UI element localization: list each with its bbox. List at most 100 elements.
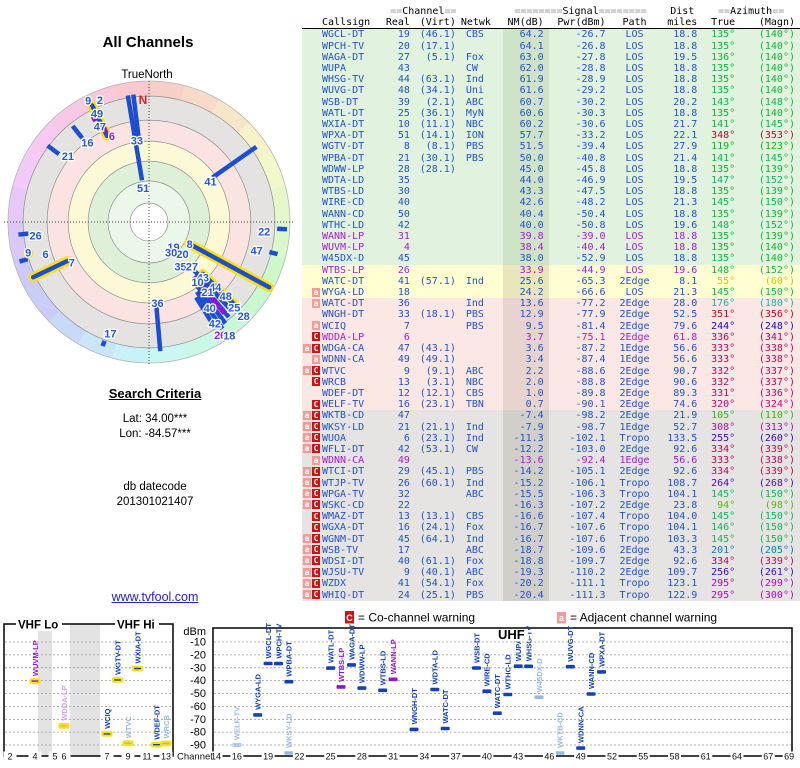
signal-bar-label: WCIQ bbox=[103, 708, 112, 729]
callsign: WTVC bbox=[322, 365, 347, 377]
callsign: WELF-TV bbox=[322, 399, 365, 411]
co-channel-warning-flag: C bbox=[312, 343, 320, 353]
adjacent-warning-flag: a bbox=[303, 556, 311, 566]
signal-bar-label: WYGA-LD bbox=[254, 673, 263, 709]
table-row: C WDDA-LP 6 3.7 -75.1 2Edge 61.8 336° (341°) bbox=[302, 331, 800, 344]
adjacent-warning-flag: a bbox=[303, 489, 311, 499]
adjacent-warning-flag: a bbox=[312, 287, 320, 297]
signal-bar bbox=[586, 692, 596, 696]
radar-channel-label: 47 bbox=[94, 121, 106, 133]
signal-bar bbox=[263, 661, 273, 666]
signal-bar bbox=[388, 677, 398, 682]
signal-bar-label: WATL-DT bbox=[326, 629, 335, 663]
callsign: WATC-DT bbox=[322, 298, 365, 310]
co-channel-warning-flag: C bbox=[312, 332, 320, 342]
signal-bar bbox=[565, 664, 575, 669]
signal-bar bbox=[378, 688, 388, 693]
signal-bar-label: WTHC-LD bbox=[504, 654, 513, 690]
callsign: WPXA-DT bbox=[322, 130, 365, 142]
table-row: C WMAZ-DT 13 (13.1) CBS -16.6 -107.4 Tropo 104.0… bbox=[302, 511, 800, 523]
vhf-lo-title: VHF Lo bbox=[18, 620, 58, 632]
radar-channel-label: 17 bbox=[104, 329, 116, 341]
station-dot bbox=[22, 247, 34, 259]
table-row: WUVG-DT 48 (34.1) Uni 61.6 -29.2 LOS 18.8 135° (1… bbox=[302, 85, 800, 97]
co-channel-warning-flag: C bbox=[312, 422, 320, 432]
signal-bar bbox=[409, 727, 419, 732]
warning-flags: a bbox=[302, 287, 322, 298]
warning-flags bbox=[302, 29, 322, 41]
signal-strength-chart: WUVM-LP WDDA-LP WCIQ WGTV-DT WTVC WXIA-DT WDEF… bbox=[3, 611, 796, 763]
callsign: WUVG-DT bbox=[322, 85, 365, 97]
signal-bar bbox=[357, 686, 367, 690]
signal-bar-label: WDWW-LP bbox=[358, 645, 367, 684]
table-row: a WCIQ 7 PBS 9.5 -81.4 2Edge 79.6 244° (248°) bbox=[302, 320, 800, 332]
warning-flags bbox=[302, 276, 322, 287]
table-row: WSB-DT 39 (2.1) ABC 60.7 -30.2 LOS 20.2 143° (148… bbox=[302, 96, 800, 108]
true-north-label: TrueNorth bbox=[121, 69, 172, 81]
callsign: WTBS-LP bbox=[322, 264, 365, 276]
adjacent-warning-flag: a bbox=[303, 578, 311, 588]
signal-bar bbox=[160, 740, 172, 747]
radar-channel-label: 26 bbox=[214, 330, 226, 342]
adjacent-warning-flag: a bbox=[303, 466, 311, 476]
table-row: C WGXA-DT 16 (24.1) Fox -16.7 -107.6 Tropo 104.1… bbox=[302, 522, 800, 534]
co-channel-warning-flag: C bbox=[312, 556, 320, 566]
warning-flags bbox=[302, 97, 322, 108]
co-channel-warning-flag: C bbox=[312, 410, 320, 420]
co-channel-warning-flag: C bbox=[312, 478, 320, 488]
callsign: WDDA-LP bbox=[322, 331, 365, 343]
svg-text:22: 22 bbox=[294, 752, 304, 762]
svg-text:69: 69 bbox=[784, 752, 794, 762]
radar-channel-label: 18 bbox=[223, 331, 235, 343]
warning-flags: C bbox=[302, 511, 322, 522]
adjacent-warning-flag: a bbox=[303, 478, 311, 488]
svg-text:19: 19 bbox=[263, 752, 273, 762]
warning-flags: a bbox=[302, 354, 322, 365]
signal-bar-label: WHSG-TV bbox=[524, 626, 533, 661]
adjacent-warning-flag: a bbox=[303, 410, 311, 420]
signal-bar-label: WTBS-LD bbox=[379, 650, 388, 685]
svg-text:64: 64 bbox=[732, 752, 742, 762]
adjacent-warning-flag: a bbox=[303, 433, 311, 443]
signal-bar-label: WKTB-CD bbox=[556, 712, 565, 748]
search-criteria: Search Criteria Lat: 34.00*** Lon: -84.5… bbox=[55, 386, 255, 510]
co-channel-warning-flag: C bbox=[312, 545, 320, 555]
table-row: WATL-DT 25 (36.1) MyN 60.6 -30.3 LOS 18.8 135° (1… bbox=[302, 107, 800, 120]
channel-axis-label: Channel bbox=[177, 752, 212, 763]
radar-channel-label: 43 bbox=[197, 272, 209, 284]
table-row: WHSG-TV 44 (63.1) Ind 61.9 -28.9 LOS 18.8 135° (1… bbox=[302, 74, 800, 86]
svg-text:52: 52 bbox=[607, 752, 617, 762]
svg-text:67: 67 bbox=[763, 752, 773, 762]
warning-flags: a bbox=[302, 455, 322, 466]
warning-flags: C bbox=[302, 332, 322, 343]
co-channel-legend-icon: C bbox=[346, 613, 353, 623]
table-row: a C WSKC-CD 22 -16.3 -107.2 2Edge 23.8 94° (98°) bbox=[302, 499, 800, 512]
svg-text:31: 31 bbox=[388, 752, 398, 762]
adjacent-warning-flag: a bbox=[303, 534, 311, 544]
callsign: WPCH-TV bbox=[322, 40, 365, 52]
signal-bar-label: WPXA-DT bbox=[597, 631, 606, 666]
signal-bar-label: WDEF-DT bbox=[152, 705, 161, 740]
radar-channel-label: 42 bbox=[209, 318, 221, 330]
adjacent-warning-flag: a bbox=[312, 354, 320, 364]
radar-channel-label: 7 bbox=[69, 258, 75, 270]
table-row: WTBS-LD 30 43.3 -47.5 LOS 18.8 135° (139°) bbox=[302, 186, 800, 198]
fm-band-stripe bbox=[70, 624, 100, 756]
signal-table: ==Channel== ========Signal======== Dist ==A… bbox=[302, 6, 800, 601]
signal-bar bbox=[326, 666, 336, 670]
co-channel-warning-flag: C bbox=[312, 377, 320, 387]
table-row: a C WDSI-DT 40 (61.1) Fox -18.8 -109.7 2Edge 92.6… bbox=[302, 555, 800, 568]
svg-text:6: 6 bbox=[61, 752, 66, 762]
callsign: WUVM-LP bbox=[322, 242, 365, 254]
table-row: a C WHIQ-DT 24 (25.1) PBS -20.4 -111.3 Tropo 122.… bbox=[302, 589, 800, 601]
table-row: C WRCB 13 (3.1) NBC 2.0 -88.8 2Edge 90.6 332° (337… bbox=[302, 376, 800, 388]
callsign: WUOA bbox=[322, 432, 347, 444]
tvfool-link[interactable]: www.tvfool.com bbox=[111, 590, 199, 604]
warning-flags bbox=[302, 52, 322, 63]
table-row: WPBA-DT 21 (30.1) PBS 50.0 -40.8 LOS 21.4 141° (1… bbox=[302, 152, 800, 164]
